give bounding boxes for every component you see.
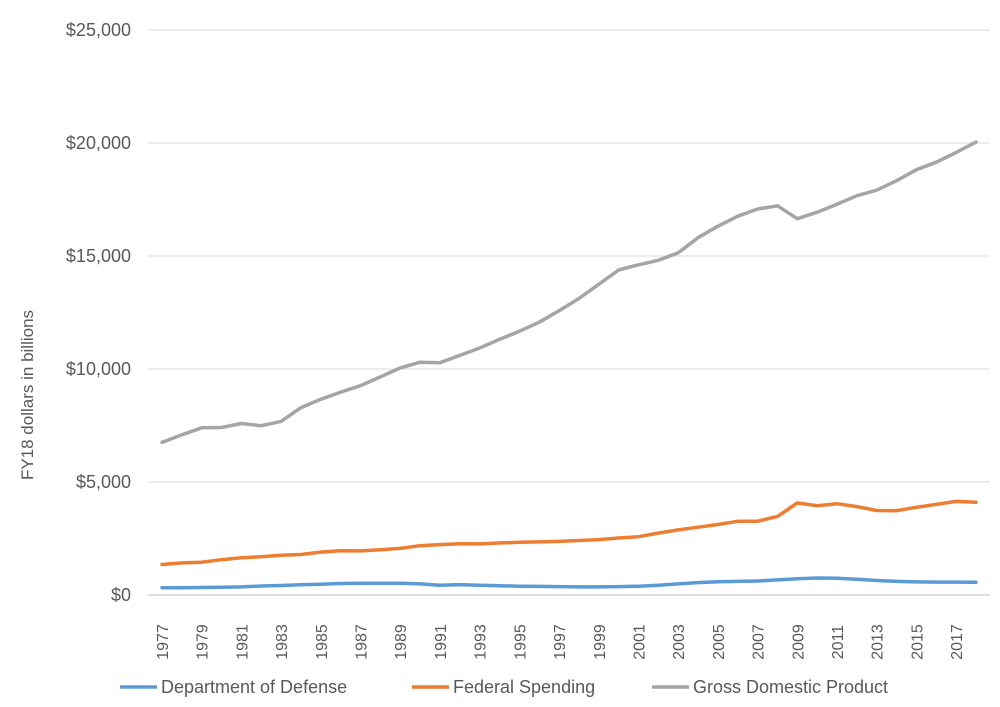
x-tick-label: 1977 bbox=[155, 624, 172, 660]
y-axis-title: FY18 dollars in billions bbox=[18, 310, 37, 480]
x-tick-label: 1997 bbox=[552, 624, 569, 660]
y-tick-label: $0 bbox=[111, 585, 131, 605]
x-tick-label: 1989 bbox=[393, 624, 410, 660]
series-line-gross-domestic-product bbox=[160, 140, 978, 445]
x-tick-label: 2013 bbox=[870, 624, 887, 660]
gridlines bbox=[148, 29, 990, 483]
y-tick-label: $10,000 bbox=[66, 359, 131, 379]
x-tick-label: 2001 bbox=[631, 624, 648, 660]
y-tick-label: $25,000 bbox=[66, 20, 131, 40]
y-tick-label: $20,000 bbox=[66, 133, 131, 153]
x-tick-label: 2003 bbox=[671, 624, 688, 660]
x-tick-label: 2005 bbox=[711, 624, 728, 660]
legend-label-gross-domestic-product: Gross Domestic Product bbox=[693, 677, 888, 697]
x-tick-label: 1999 bbox=[592, 624, 609, 660]
x-tick-label: 1987 bbox=[354, 624, 371, 660]
y-tick-label: $15,000 bbox=[66, 246, 131, 266]
x-tick-label: 2015 bbox=[909, 624, 926, 660]
x-tick-label: 1993 bbox=[473, 624, 490, 660]
x-tick-label: 1995 bbox=[512, 624, 529, 660]
x-tick-label: 1981 bbox=[234, 624, 251, 660]
x-axis-tick-labels: 1977 1979 1981 1983 1985 1987 1989 1991 1993 1995… bbox=[155, 624, 966, 660]
series-line-department-of-defense bbox=[160, 576, 978, 590]
series-line-federal-spending bbox=[160, 499, 978, 567]
x-tick-label: 1983 bbox=[274, 624, 291, 660]
x-tick-label: 1979 bbox=[195, 624, 212, 660]
x-tick-label: 1991 bbox=[433, 624, 450, 660]
x-tick-label: 2007 bbox=[751, 624, 768, 660]
x-tick-label: 1985 bbox=[314, 624, 331, 660]
x-tick-label: 2009 bbox=[790, 624, 807, 660]
y-axis-tick-labels: $0 $5,000 $10,000 $15,000 $20,000 $25,000 bbox=[66, 20, 131, 605]
x-tick-label: 2017 bbox=[949, 624, 966, 660]
legend: Department of Defense Federal Spending Gro… bbox=[120, 677, 888, 697]
series-lines bbox=[160, 140, 978, 590]
y-tick-label: $5,000 bbox=[76, 472, 131, 492]
x-tick-label: 2011 bbox=[830, 625, 847, 660]
legend-label-department-of-defense: Department of Defense bbox=[161, 677, 347, 697]
legend-label-federal-spending: Federal Spending bbox=[453, 677, 595, 697]
